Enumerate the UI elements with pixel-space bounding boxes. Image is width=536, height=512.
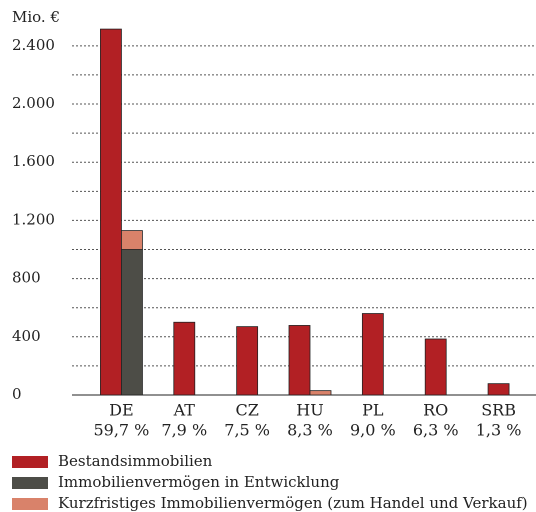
bar (173, 321, 196, 396)
bar (288, 325, 311, 396)
x-tick-share: 1,3 % (476, 421, 522, 440)
x-tick-share: 59,7 % (93, 421, 149, 440)
y-unit: Mio. € (12, 8, 60, 26)
legend-label: Immobilienvermögen in Entwicklung (58, 473, 340, 491)
x-tick-label: PL (362, 401, 384, 420)
bar (236, 326, 259, 396)
bar (487, 383, 510, 396)
y-tick-label: 0 (12, 385, 22, 403)
bar (121, 230, 143, 250)
legend-swatch (12, 456, 48, 468)
y-tick-label: 400 (12, 327, 41, 345)
x-tick-share: 7,9 % (161, 421, 207, 440)
bar (424, 338, 447, 396)
bar (121, 249, 143, 396)
x-tick-label: AT (173, 401, 196, 420)
y-tick-label: 800 (12, 269, 41, 287)
x-tick-label: SRB (481, 401, 516, 420)
bar (309, 390, 332, 396)
legend-swatch (12, 498, 48, 510)
legend-label: Bestandsimmobilien (58, 452, 213, 470)
x-tick-label: RO (423, 401, 448, 420)
x-tick-share: 6,3 % (413, 421, 459, 440)
bar (100, 28, 122, 396)
x-tick-share: 7,5 % (224, 421, 270, 440)
legend-label: Kurzfristiges Immobilienvermögen (zum Ha… (58, 494, 528, 512)
y-tick-label: 1.600 (12, 152, 55, 170)
x-tick-label: CZ (235, 401, 258, 420)
x-tick-share: 8,3 % (287, 421, 333, 440)
y-tick-label: 2.400 (12, 36, 55, 54)
y-tick-label: 1.200 (12, 210, 55, 228)
bar (361, 313, 384, 396)
x-tick-share: 9,0 % (350, 421, 396, 440)
x-tick-label: DE (109, 401, 134, 420)
legend-swatch (12, 477, 48, 489)
y-tick-label: 2.000 (12, 94, 55, 112)
x-tick-label: HU (296, 401, 323, 420)
